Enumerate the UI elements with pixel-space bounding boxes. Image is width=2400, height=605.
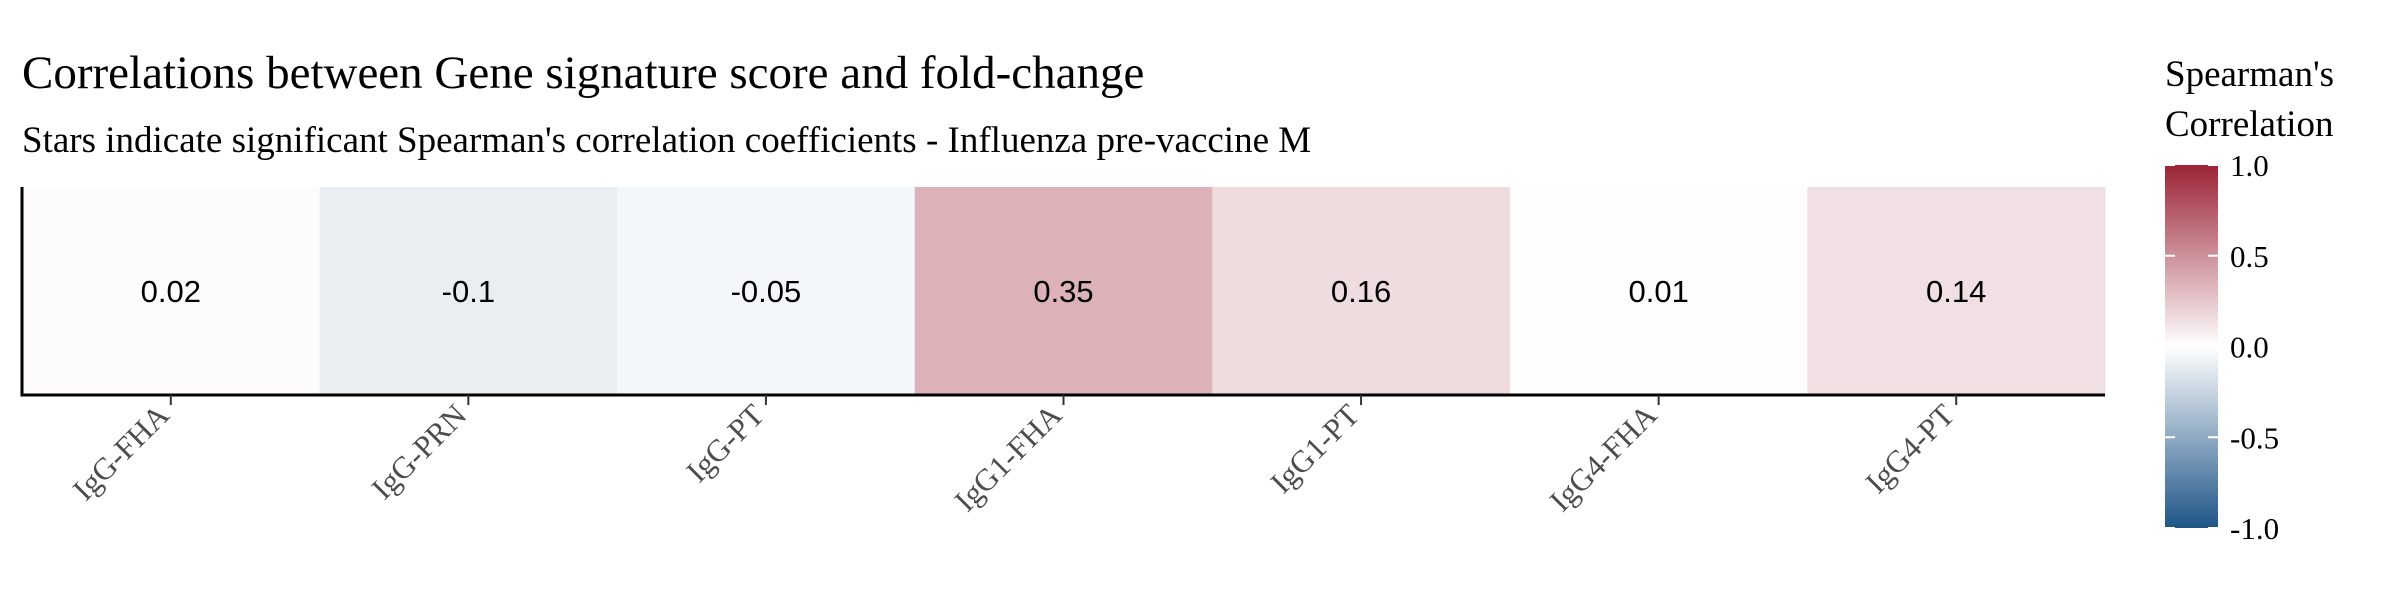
x-tick-label: IgG4-FHA xyxy=(1543,397,1664,518)
x-tick-label: IgG-PT xyxy=(679,397,771,489)
cell-value-label: -0.1 xyxy=(442,274,495,309)
legend-title-line-2: Correlation xyxy=(2165,104,2334,145)
cell-value-label: 0.14 xyxy=(1926,274,1986,309)
legend-tick-label: -0.5 xyxy=(2230,420,2279,455)
heatmap-cell-igg1-pt xyxy=(1212,187,1511,395)
x-tick-label: IgG1-FHA xyxy=(947,397,1068,518)
legend-tick-label: 0.0 xyxy=(2230,330,2269,365)
heatmap-cell-igg-prn xyxy=(319,187,618,395)
heatmap-cell-igg4-pt xyxy=(1807,187,2106,395)
x-tick-label: IgG-PRN xyxy=(365,397,474,506)
cell-value-label: 0.16 xyxy=(1331,274,1391,309)
heatmap-cells: 0.02 -0.1 -0.05 0.35 0.16 0.01 0.14 xyxy=(22,187,2106,395)
chart-title: Correlations between Gene signature scor… xyxy=(22,47,1144,99)
legend-tick-label: -1.0 xyxy=(2230,511,2279,546)
color-legend: Spearman's Correlation 1.0 0.5 0.0 -0.5 -1.0 xyxy=(2165,54,2334,546)
cell-value-label: 0.35 xyxy=(1033,274,1093,309)
x-tick-label: IgG4-PT xyxy=(1858,397,1961,500)
legend-tick-label: 1.0 xyxy=(2230,148,2269,183)
heatmap-cell-igg1-fha xyxy=(914,187,1213,395)
chart-subtitle: Stars indicate significant Spearman's co… xyxy=(22,120,1311,161)
x-axis-ticks: IgG-FHA IgG-PRN IgG-PT IgG1-FHA IgG1-PT IgG4-… xyxy=(66,395,1961,518)
x-tick-label: IgG-FHA xyxy=(66,397,176,507)
heatmap-cell-igg-fha xyxy=(22,187,321,395)
heatmap-cell-igg4-fha xyxy=(1509,187,1808,395)
cell-value-label: 0.01 xyxy=(1628,274,1688,309)
x-tick-label: IgG1-PT xyxy=(1263,397,1366,500)
legend-title-line-1: Spearman's xyxy=(2165,54,2334,95)
cell-value-label: -0.05 xyxy=(731,274,802,309)
cell-value-label: 0.02 xyxy=(141,274,201,309)
legend-tick-label: 0.5 xyxy=(2230,239,2269,274)
heatmap-cell-igg-pt xyxy=(617,187,916,395)
